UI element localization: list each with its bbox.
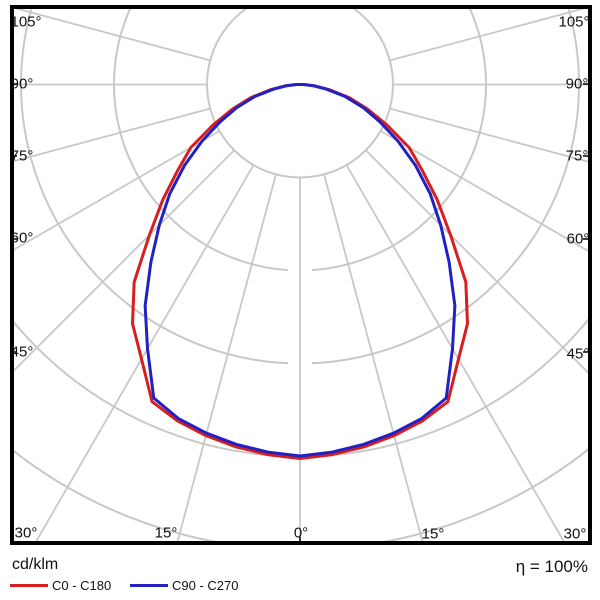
- legend-swatch-red: [10, 584, 48, 587]
- grid-spoke: [380, 130, 590, 253]
- curve-c0-c180: [131, 83, 469, 460]
- legend-swatch-blue: [130, 584, 168, 587]
- grid-ring: [206, 7, 394, 179]
- angle-label: 90°: [566, 76, 589, 93]
- angle-label: 0°: [294, 525, 308, 542]
- angle-label: 15°: [422, 526, 445, 543]
- curve-c90-c270: [143, 83, 457, 458]
- grid-spoke: [345, 164, 566, 543]
- legend-label: C0 - C180: [52, 578, 112, 593]
- grid-spoke: [176, 174, 277, 543]
- grid-spoke: [323, 174, 424, 543]
- grid-spoke: [12, 7, 211, 62]
- legend-item-c0-c180: C0 - C180: [10, 578, 130, 594]
- angle-label: 30°: [564, 526, 587, 543]
- grid-spoke: [12, 107, 211, 163]
- grid-spoke: [12, 130, 220, 252]
- plot-frame: [10, 5, 592, 545]
- unit-label: cd/klm: [12, 556, 59, 573]
- angle-label: 75°: [566, 148, 589, 165]
- angle-label: 105°: [10, 14, 41, 31]
- grid-spoke: [365, 149, 590, 376]
- legend-label: C90 - C270: [172, 578, 239, 593]
- angle-label: 90°: [11, 76, 34, 93]
- angle-label: 30°: [15, 525, 38, 542]
- angle-label: 60°: [567, 231, 590, 248]
- grid-spoke: [389, 107, 590, 164]
- plot-area: [12, 7, 590, 543]
- efficiency-label: η = 100%: [515, 557, 588, 576]
- legend-area: cd/klm η = 100% C0 - C180 C90 - C270: [0, 548, 600, 600]
- angle-label: 45°: [567, 346, 590, 363]
- angle-label: 75°: [11, 148, 34, 165]
- grid-spoke: [389, 7, 590, 62]
- grid-spoke: [34, 164, 255, 543]
- angle-label: 45°: [11, 344, 34, 361]
- angle-label: 105°: [558, 14, 589, 31]
- legend-item-c90-c270: C90 - C270: [130, 578, 260, 594]
- grid-spoke: [12, 149, 235, 374]
- angle-label: 15°: [155, 525, 178, 542]
- angle-label: 60°: [11, 230, 34, 247]
